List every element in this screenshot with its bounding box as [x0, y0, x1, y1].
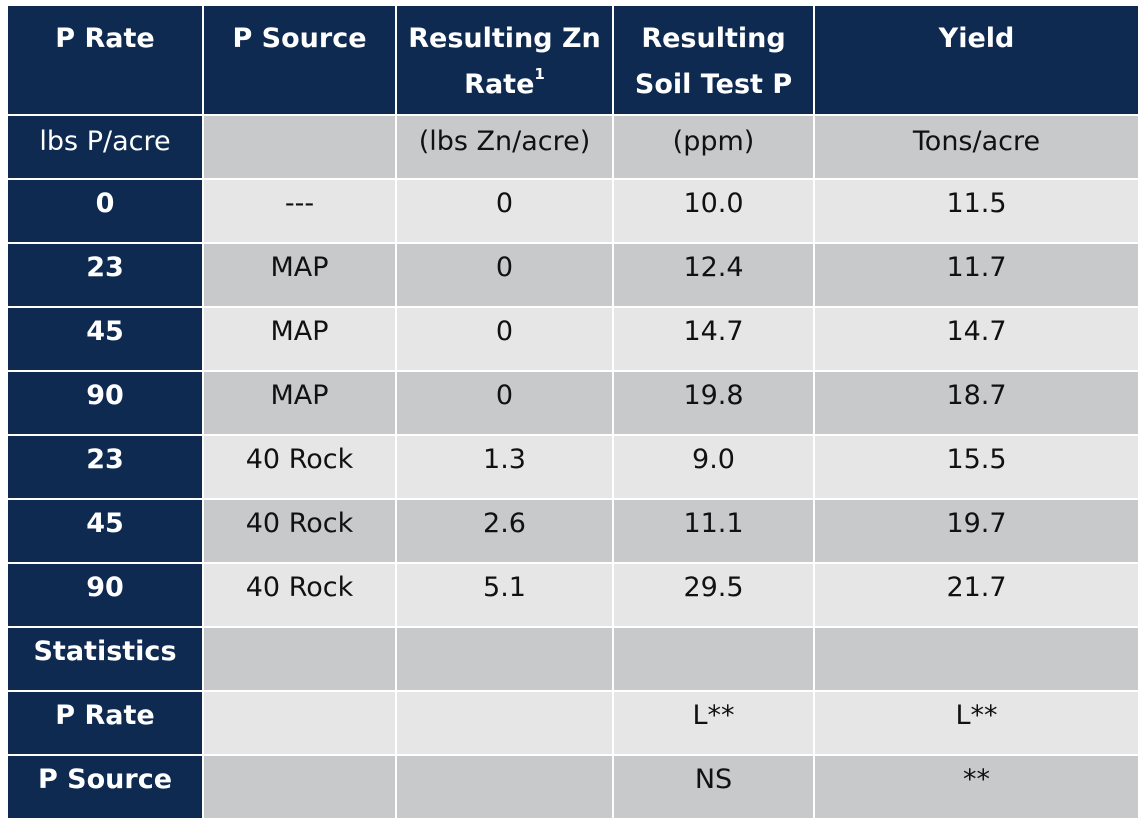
row-soil-test-p: 10.0 — [614, 180, 813, 242]
row-zn-rate: 0 — [397, 180, 612, 242]
row-yield: 11.5 — [815, 180, 1138, 242]
row-zn-rate: 0 — [397, 244, 612, 306]
units-row: lbs P/acre (lbs Zn/acre) (ppm) Tons/acre — [8, 116, 1138, 178]
header-yield: Yield — [815, 6, 1138, 114]
header-soil-test-p: Resulting Soil Test P — [614, 6, 813, 114]
row-zn-rate: 2.6 — [397, 500, 612, 562]
row-zn-rate: 5.1 — [397, 564, 612, 626]
row-zn-rate: 1.3 — [397, 436, 612, 498]
row-yield: 11.7 — [815, 244, 1138, 306]
statistics-empty-cell — [614, 628, 813, 690]
statistics-row: Statistics — [8, 628, 1138, 690]
header-row: P Rate P Source Resulting Zn Rate1 Result… — [8, 6, 1138, 114]
row-p-rate: 90 — [8, 372, 202, 434]
stat-p-source-source — [204, 756, 395, 818]
row-soil-test-p: 12.4 — [614, 244, 813, 306]
stat-p-rate-soil-test-p: L** — [614, 692, 813, 754]
stat-p-source-soil-test-p: NS — [614, 756, 813, 818]
unit-p-rate: lbs P/acre — [8, 116, 202, 178]
row-p-source: MAP — [204, 308, 395, 370]
row-p-source: MAP — [204, 244, 395, 306]
footnote-marker: 1 — [534, 65, 545, 83]
row-yield: 21.7 — [815, 564, 1138, 626]
table-row: 90 MAP 0 19.8 18.7 — [8, 372, 1138, 434]
row-p-source: 40 Rock — [204, 564, 395, 626]
stat-p-rate-label: P Rate — [8, 692, 202, 754]
row-soil-test-p: 9.0 — [614, 436, 813, 498]
row-p-rate: 45 — [8, 500, 202, 562]
row-p-rate: 90 — [8, 564, 202, 626]
unit-soil-test-p: (ppm) — [614, 116, 813, 178]
stat-p-rate-row: P Rate L** L** — [8, 692, 1138, 754]
table-row: 90 40 Rock 5.1 29.5 21.7 — [8, 564, 1138, 626]
row-p-source: MAP — [204, 372, 395, 434]
row-soil-test-p: 11.1 — [614, 500, 813, 562]
table-row: 45 40 Rock 2.6 11.1 19.7 — [8, 500, 1138, 562]
table-row: 23 40 Rock 1.3 9.0 15.5 — [8, 436, 1138, 498]
table-row: 45 MAP 0 14.7 14.7 — [8, 308, 1138, 370]
statistics-empty-cell — [397, 628, 612, 690]
stat-p-source-row: P Source NS ** — [8, 756, 1138, 818]
unit-zn-rate: (lbs Zn/acre) — [397, 116, 612, 178]
stat-p-rate-zn — [397, 692, 612, 754]
statistics-empty-cell — [204, 628, 395, 690]
unit-yield: Tons/acre — [815, 116, 1138, 178]
row-p-rate: 0 — [8, 180, 202, 242]
statistics-empty-cell — [815, 628, 1138, 690]
row-p-rate: 23 — [8, 436, 202, 498]
row-yield: 19.7 — [815, 500, 1138, 562]
statistics-label: Statistics — [8, 628, 202, 690]
row-zn-rate: 0 — [397, 372, 612, 434]
row-p-rate: 23 — [8, 244, 202, 306]
header-zn-rate: Resulting Zn Rate1 — [397, 6, 612, 114]
row-yield: 18.7 — [815, 372, 1138, 434]
table-row: 23 MAP 0 12.4 11.7 — [8, 244, 1138, 306]
row-p-source: 40 Rock — [204, 436, 395, 498]
stat-p-source-label: P Source — [8, 756, 202, 818]
row-zn-rate: 0 — [397, 308, 612, 370]
row-soil-test-p: 29.5 — [614, 564, 813, 626]
row-soil-test-p: 14.7 — [614, 308, 813, 370]
row-p-rate: 45 — [8, 308, 202, 370]
stat-p-rate-source — [204, 692, 395, 754]
stat-p-source-zn — [397, 756, 612, 818]
results-table: P Rate P Source Resulting Zn Rate1 Result… — [6, 4, 1140, 820]
stat-p-rate-yield: L** — [815, 692, 1138, 754]
row-soil-test-p: 19.8 — [614, 372, 813, 434]
row-p-source: --- — [204, 180, 395, 242]
row-yield: 14.7 — [815, 308, 1138, 370]
header-p-source: P Source — [204, 6, 395, 114]
header-p-rate: P Rate — [8, 6, 202, 114]
stat-p-source-yield: ** — [815, 756, 1138, 818]
row-p-source: 40 Rock — [204, 500, 395, 562]
unit-p-source — [204, 116, 395, 178]
table-row: 0 --- 0 10.0 11.5 — [8, 180, 1138, 242]
row-yield: 15.5 — [815, 436, 1138, 498]
